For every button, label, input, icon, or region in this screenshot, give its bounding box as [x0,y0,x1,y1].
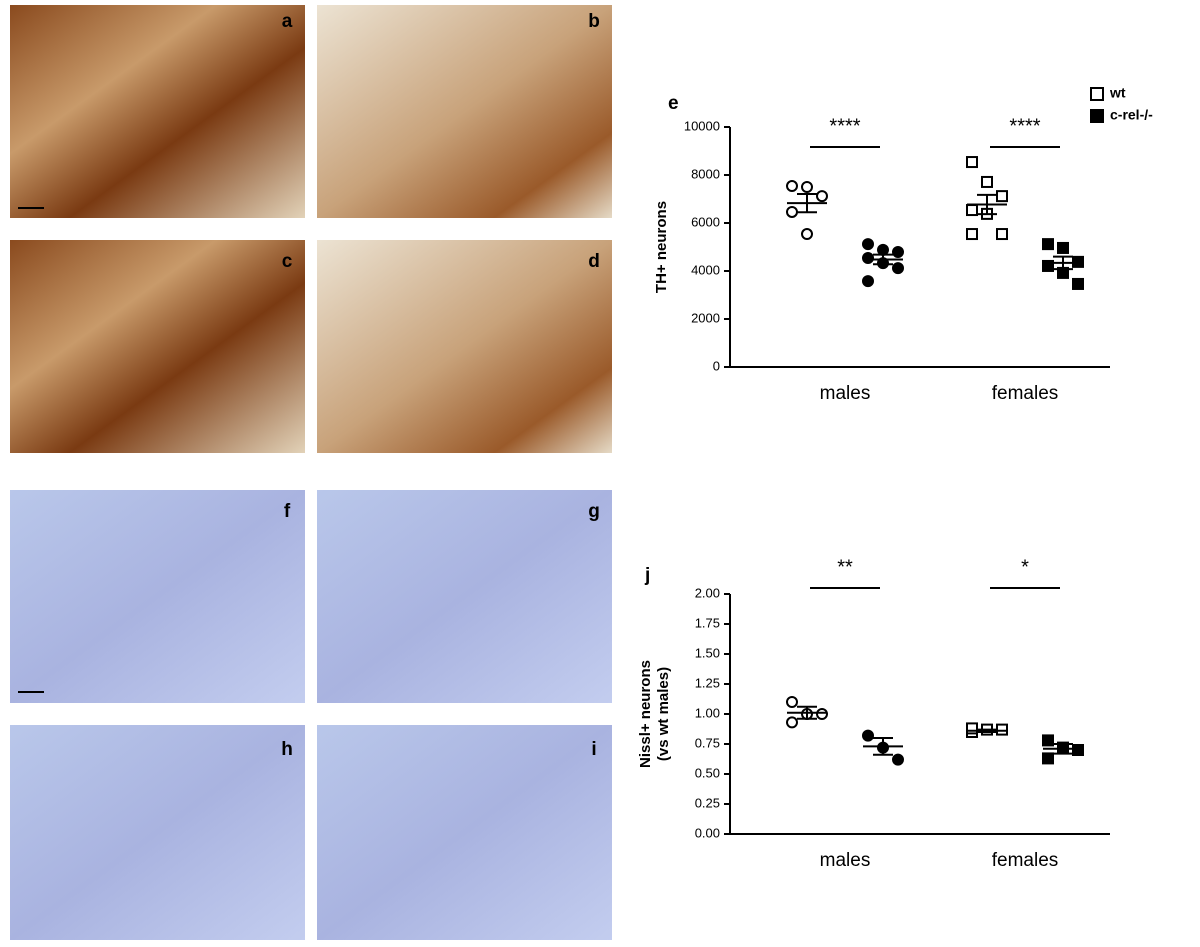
legend-swatch [1090,109,1104,123]
y-tick-label: 2000 [691,310,720,325]
x-tick-label: females [992,383,1059,404]
data-point [801,181,813,193]
data-point [862,252,874,265]
y-tick-label: 1.50 [695,645,720,660]
y-tick-label: 6000 [691,214,720,229]
data-point [892,262,904,275]
panel-letter: h [281,739,293,760]
data-point [816,708,828,720]
y-tick-label: 0.25 [695,795,720,810]
y-tick-label: 1.25 [695,675,720,690]
data-point [996,723,1008,736]
data-point [1072,744,1084,756]
significance-label: **** [1009,115,1040,137]
data-point [1072,277,1084,290]
data-point [996,190,1008,203]
data-point [966,204,978,217]
y-tick-label: 0.50 [695,765,720,780]
legend-swatch [1090,87,1104,101]
data-point [816,190,828,203]
y-tick-label: 1.00 [695,705,720,720]
y-tick-label: 2.00 [695,585,720,600]
micrograph [317,240,612,453]
micrograph [317,5,612,218]
data-point [966,722,978,735]
chart-title: e [668,93,679,114]
data-point [786,716,798,729]
y-tick-label: 0 [713,358,720,373]
significance-label: ** [837,556,853,578]
data-point [862,729,874,742]
x-tick-label: males [820,850,871,871]
data-point [786,180,798,193]
micrograph [10,240,305,453]
data-point [996,228,1008,241]
data-point [981,175,993,188]
y-tick-label: 8000 [691,166,720,181]
data-point [786,205,798,218]
data-point [862,275,874,288]
data-point [786,696,798,708]
data-point [966,228,978,241]
micrograph [317,725,612,940]
panel-letter: a [282,11,293,32]
panel-letter: f [284,501,291,522]
panel-letter: b [588,11,600,32]
panel-letter: i [591,739,596,760]
data-point [1042,259,1054,272]
data-point [892,246,904,259]
y-axis-label: TH+ neurons [653,201,670,293]
panel-letter: d [588,251,600,272]
y-axis-label: Nissl+ neurons [637,660,654,768]
significance-label: **** [829,115,860,137]
data-point [1042,238,1054,251]
data-point [862,238,874,251]
significance-label: * [1021,556,1029,578]
micrograph [10,725,305,940]
data-point [1057,241,1069,254]
data-point [1042,752,1054,765]
y-tick-label: 0.00 [695,825,720,840]
data-point [1042,734,1054,747]
legend-label: c-rel-/- [1110,107,1153,123]
micrograph [10,490,305,703]
data-point [892,753,904,766]
y-tick-label: 0.75 [695,735,720,750]
y-tick-label: 4000 [691,262,720,277]
data-point [877,243,889,256]
x-tick-label: males [820,383,871,404]
data-point [801,228,813,241]
data-point [966,156,978,169]
micrograph [10,5,305,218]
legend-label: wt [1109,85,1126,101]
y-tick-label: 10000 [684,118,720,133]
y-tick-label: 1.75 [695,615,720,630]
x-tick-label: females [992,850,1059,871]
micrographs: a b c d f g h i [10,5,612,940]
y-axis-label: (vs wt males) [655,667,672,761]
panel-letter: c [282,251,293,272]
chart-title: j [644,565,650,586]
panel-letter: g [588,501,600,522]
micrograph [317,490,612,703]
